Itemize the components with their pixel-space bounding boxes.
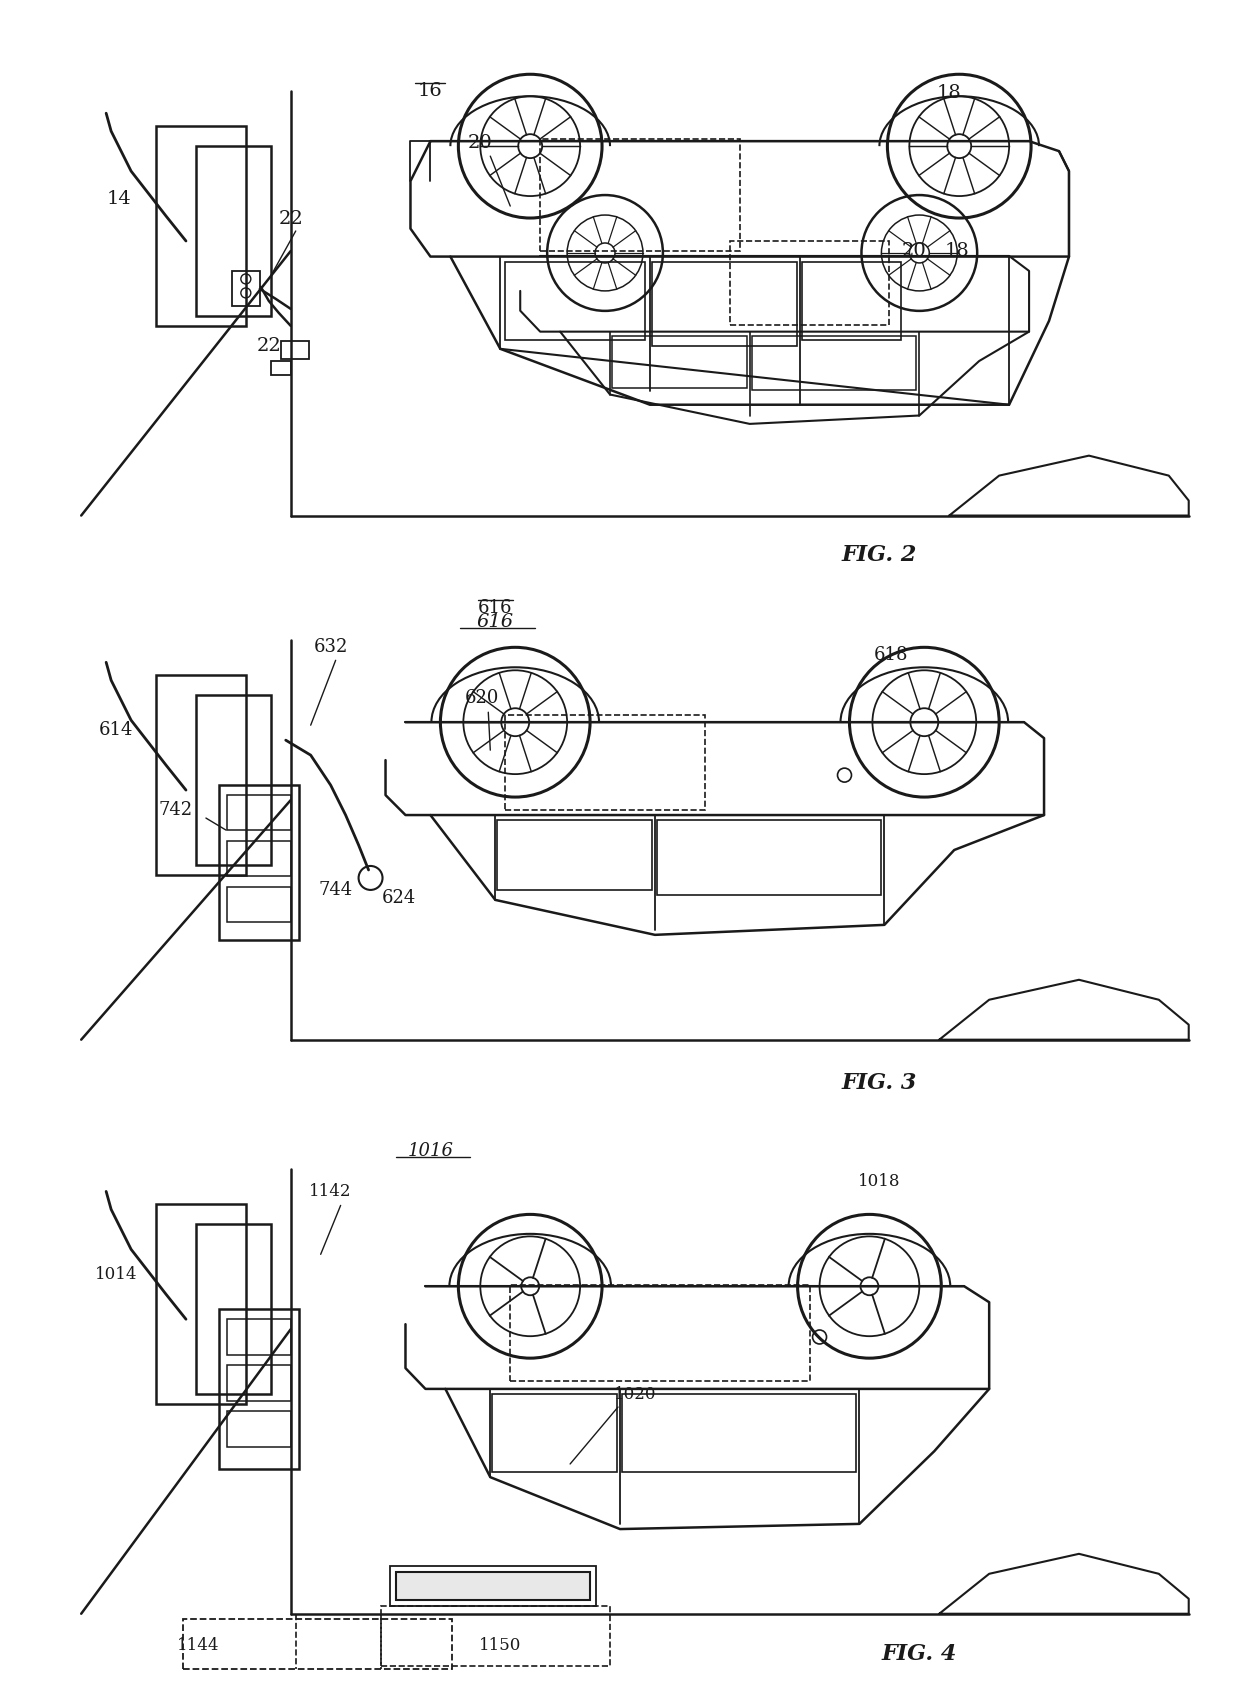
- Bar: [389, 1566, 596, 1606]
- Bar: [156, 127, 246, 326]
- Bar: [219, 1309, 299, 1469]
- Text: 18: 18: [937, 84, 962, 103]
- Bar: [196, 1225, 270, 1393]
- Text: 620: 620: [465, 689, 500, 708]
- Text: 744: 744: [319, 882, 352, 899]
- Bar: [270, 361, 290, 375]
- Text: 16: 16: [418, 83, 443, 100]
- Bar: [801, 262, 901, 341]
- Text: 1150: 1150: [479, 1637, 522, 1654]
- Text: 1020: 1020: [614, 1385, 656, 1402]
- Text: 1016: 1016: [408, 1142, 454, 1160]
- Bar: [730, 242, 889, 326]
- Bar: [381, 1606, 610, 1665]
- Text: 22: 22: [257, 336, 281, 355]
- Bar: [227, 841, 290, 877]
- Text: 616: 616: [479, 600, 512, 618]
- Text: 1018: 1018: [858, 1172, 900, 1191]
- Text: 14: 14: [107, 191, 131, 208]
- Text: 1142: 1142: [310, 1182, 352, 1199]
- Bar: [227, 887, 290, 922]
- Text: 20: 20: [901, 242, 926, 260]
- Bar: [219, 785, 299, 939]
- Text: 632: 632: [314, 638, 348, 657]
- Bar: [622, 1393, 857, 1473]
- Text: 1014: 1014: [95, 1265, 138, 1282]
- Bar: [156, 676, 246, 875]
- Text: 742: 742: [159, 801, 193, 819]
- Bar: [751, 336, 916, 390]
- Bar: [196, 696, 270, 865]
- Bar: [280, 341, 309, 358]
- Bar: [510, 1285, 810, 1382]
- Text: 624: 624: [382, 888, 415, 907]
- Text: FIG. 4: FIG. 4: [882, 1643, 957, 1665]
- Text: 618: 618: [874, 647, 909, 664]
- Text: 614: 614: [99, 721, 134, 740]
- Text: FIG. 3: FIG. 3: [842, 1071, 918, 1093]
- Bar: [497, 821, 652, 890]
- Bar: [232, 270, 260, 306]
- Bar: [396, 1572, 590, 1599]
- Bar: [196, 147, 270, 316]
- Text: 18: 18: [945, 242, 970, 260]
- Bar: [227, 1410, 290, 1447]
- Bar: [227, 1319, 290, 1355]
- Text: 20: 20: [467, 133, 492, 152]
- Bar: [227, 1365, 290, 1402]
- Bar: [156, 1204, 246, 1404]
- Bar: [652, 262, 796, 346]
- Text: 1144: 1144: [176, 1637, 219, 1654]
- Text: 22: 22: [278, 209, 303, 228]
- Bar: [492, 1393, 618, 1473]
- Bar: [657, 821, 882, 895]
- Text: FIG. 2: FIG. 2: [842, 544, 918, 566]
- Bar: [613, 336, 746, 388]
- Text: 616: 616: [476, 613, 513, 632]
- Bar: [505, 262, 645, 341]
- Bar: [227, 796, 290, 829]
- Bar: [541, 138, 740, 252]
- Bar: [505, 714, 704, 811]
- Bar: [184, 1618, 453, 1669]
